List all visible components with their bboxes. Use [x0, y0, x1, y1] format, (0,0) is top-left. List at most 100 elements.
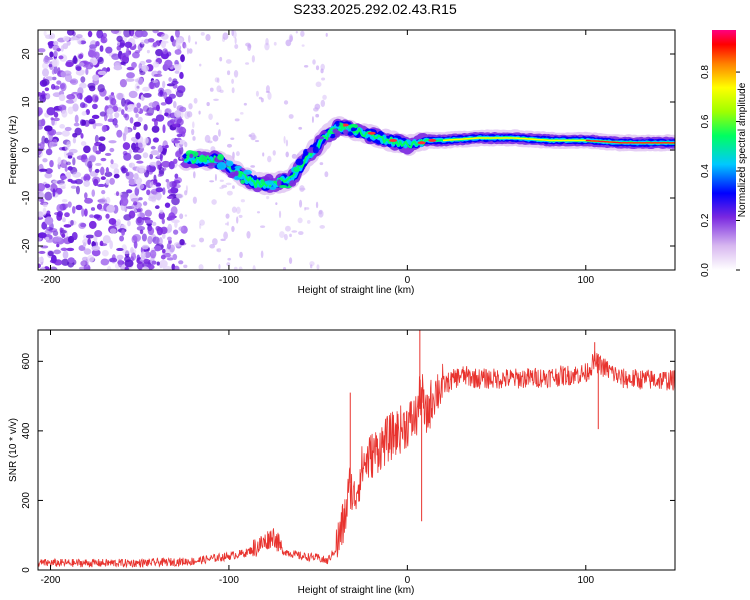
- ridge-blob: [321, 130, 327, 134]
- noise-speckle: [67, 106, 74, 115]
- noise-speckle: [144, 112, 154, 116]
- ridge-blob: [243, 169, 252, 175]
- noise-speckle: [49, 51, 54, 58]
- noise-speckle: [91, 249, 101, 257]
- noise-speckle: [167, 236, 172, 241]
- noise-speckle: [116, 92, 124, 100]
- noise-speckle: [138, 197, 143, 201]
- noise-speckle: [64, 203, 69, 209]
- noise-speckle: [295, 31, 298, 34]
- noise-speckle: [70, 78, 79, 86]
- noise-speckle: [122, 142, 131, 150]
- noise-speckle: [158, 237, 163, 246]
- noise-speckle: [178, 260, 184, 265]
- noise-speckle: [72, 157, 76, 166]
- noise-speckle: [81, 119, 87, 126]
- noise-speckle: [200, 32, 205, 36]
- noise-speckle: [216, 122, 219, 125]
- noise-speckle: [109, 177, 115, 185]
- noise-speckle: [162, 124, 166, 134]
- noise-speckle: [218, 264, 221, 270]
- noise-speckle: [173, 265, 180, 270]
- noise-speckle: [315, 201, 319, 209]
- noise-speckle: [47, 250, 54, 257]
- noise-speckle: [80, 133, 84, 139]
- noise-speckle: [88, 155, 96, 163]
- noise-speckle: [147, 226, 155, 236]
- noise-speckle: [230, 137, 235, 140]
- noise-speckle: [110, 30, 120, 34]
- noise-speckle: [312, 59, 316, 65]
- noise-speckle: [124, 266, 129, 270]
- noise-speckle: [108, 218, 117, 225]
- noise-speckle: [136, 213, 141, 217]
- noise-speckle: [213, 98, 219, 101]
- noise-speckle: [288, 257, 293, 264]
- noise-speckle: [42, 207, 47, 216]
- noise-speckle: [198, 264, 204, 270]
- noise-speckle: [159, 152, 163, 162]
- noise-speckle: [303, 64, 309, 68]
- noise-speckle: [110, 159, 114, 165]
- noise-speckle: [67, 257, 75, 264]
- noise-speckle: [106, 204, 116, 213]
- colorbar-tick-label: 0.8: [700, 65, 711, 79]
- noise-speckle: [125, 50, 130, 58]
- noise-speckle: [40, 198, 45, 203]
- noise-speckle: [111, 53, 120, 60]
- noise-speckle: [55, 131, 63, 136]
- noise-speckle: [298, 231, 304, 236]
- noise-speckle: [179, 71, 184, 80]
- noise-speckle: [63, 159, 67, 164]
- noise-speckle: [80, 260, 88, 267]
- noise-speckle: [166, 257, 174, 261]
- noise-speckle: [152, 236, 160, 245]
- noise-speckle: [38, 232, 47, 239]
- noise-speckle: [226, 221, 229, 226]
- noise-speckle: [168, 77, 172, 82]
- snr-line: [38, 351, 675, 569]
- noise-speckle: [198, 110, 201, 115]
- noise-speckle: [135, 113, 139, 118]
- noise-speckle: [120, 61, 126, 65]
- noise-speckle: [177, 37, 183, 44]
- noise-speckle: [152, 137, 159, 143]
- noise-speckle: [175, 150, 181, 158]
- noise-speckle: [88, 118, 96, 125]
- noise-speckle: [38, 256, 44, 263]
- noise-speckle: [75, 185, 80, 195]
- noise-speckle: [152, 30, 159, 34]
- noise-speckle: [102, 235, 111, 244]
- noise-speckle: [109, 228, 117, 234]
- noise-speckle: [137, 207, 143, 213]
- noise-speckle: [94, 134, 99, 144]
- noise-speckle: [42, 202, 48, 208]
- noise-speckle: [46, 107, 56, 116]
- noise-speckle: [256, 211, 261, 214]
- noise-speckle: [152, 42, 158, 48]
- noise-speckle: [184, 190, 188, 196]
- noise-speckle: [47, 40, 56, 47]
- noise-speckle: [51, 69, 55, 75]
- noise-speckle: [275, 202, 278, 206]
- noise-speckle: [158, 109, 162, 115]
- noise-speckle: [119, 235, 125, 242]
- noise-speckle: [63, 224, 72, 228]
- y-tick-label: 10: [21, 96, 32, 108]
- noise-speckle: [265, 85, 270, 93]
- noise-speckle: [179, 213, 184, 220]
- noise-speckle: [221, 184, 228, 188]
- noise-speckle: [81, 111, 87, 116]
- noise-speckle: [311, 116, 314, 124]
- noise-speckle: [231, 206, 237, 213]
- noise-speckle: [116, 45, 122, 51]
- noise-speckle: [220, 238, 226, 242]
- noise-speckle: [44, 191, 53, 201]
- noise-speckle: [184, 141, 188, 148]
- ridge-blob: [264, 173, 274, 182]
- noise-speckle: [67, 201, 72, 208]
- noise-speckle: [218, 129, 221, 137]
- noise-speckle: [105, 179, 110, 185]
- noise-speckle: [140, 251, 146, 259]
